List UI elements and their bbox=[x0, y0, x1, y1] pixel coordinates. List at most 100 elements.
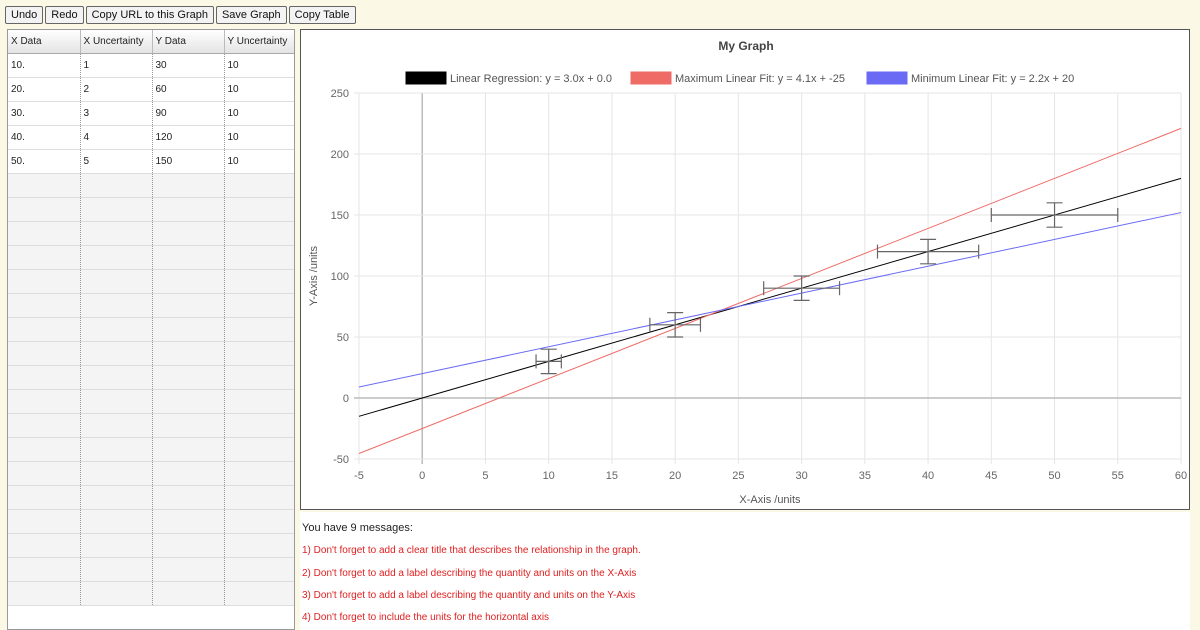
cell-x-data[interactable] bbox=[8, 341, 81, 366]
cell-x-data[interactable] bbox=[8, 389, 81, 414]
cell-x-uncertainty[interactable] bbox=[80, 173, 153, 198]
cell-x-uncertainty[interactable] bbox=[80, 317, 153, 342]
cell-x-data[interactable]: 20. bbox=[8, 77, 81, 102]
header-x-uncertainty[interactable]: X Uncertainty bbox=[80, 30, 153, 54]
cell-x-uncertainty[interactable] bbox=[80, 269, 153, 294]
cell-y-uncertainty[interactable] bbox=[224, 461, 294, 486]
cell-x-data[interactable] bbox=[8, 245, 81, 270]
cell-y-uncertainty[interactable]: 10 bbox=[224, 149, 294, 174]
cell-y-data[interactable] bbox=[152, 461, 225, 486]
cell-x-uncertainty[interactable]: 3 bbox=[80, 101, 153, 126]
cell-y-uncertainty[interactable] bbox=[224, 365, 294, 390]
cell-x-uncertainty[interactable] bbox=[80, 509, 153, 534]
cell-x-uncertainty[interactable] bbox=[80, 341, 153, 366]
cell-y-uncertainty[interactable] bbox=[224, 389, 294, 414]
save-graph-button[interactable]: Save Graph bbox=[215, 6, 287, 24]
cell-x-data[interactable] bbox=[8, 509, 81, 534]
cell-x-data[interactable] bbox=[8, 413, 81, 438]
cell-y-uncertainty[interactable] bbox=[224, 173, 294, 198]
cell-x-uncertainty[interactable] bbox=[80, 413, 153, 438]
undo-button[interactable]: Undo bbox=[5, 6, 44, 24]
cell-y-uncertainty[interactable] bbox=[224, 413, 294, 438]
header-y-uncertainty[interactable]: Y Uncertainty bbox=[224, 30, 294, 54]
cell-y-data[interactable] bbox=[152, 413, 225, 438]
cell-x-data[interactable] bbox=[8, 461, 81, 486]
cell-x-data[interactable] bbox=[8, 533, 81, 558]
cell-y-data[interactable] bbox=[152, 533, 225, 558]
cell-x-uncertainty[interactable] bbox=[80, 245, 153, 270]
header-x-data[interactable]: X Data bbox=[8, 30, 81, 54]
cell-y-data[interactable] bbox=[152, 581, 225, 606]
cell-y-uncertainty[interactable] bbox=[224, 293, 294, 318]
cell-y-uncertainty[interactable] bbox=[224, 557, 294, 582]
cell-x-uncertainty[interactable] bbox=[80, 437, 153, 462]
cell-x-uncertainty[interactable]: 2 bbox=[80, 77, 153, 102]
cell-y-data[interactable] bbox=[152, 197, 225, 222]
cell-x-data[interactable] bbox=[8, 557, 81, 582]
copy-table-button[interactable]: Copy Table bbox=[288, 6, 356, 24]
cell-y-data[interactable]: 120 bbox=[152, 125, 225, 150]
cell-x-data[interactable] bbox=[8, 221, 81, 246]
cell-x-data[interactable] bbox=[8, 365, 81, 390]
cell-x-uncertainty[interactable] bbox=[80, 221, 153, 246]
cell-y-uncertainty[interactable]: 10 bbox=[224, 77, 294, 102]
cell-y-data[interactable]: 150 bbox=[152, 149, 225, 174]
cell-y-uncertainty[interactable] bbox=[224, 269, 294, 294]
cell-y-uncertainty[interactable] bbox=[224, 581, 294, 606]
cell-x-data[interactable] bbox=[8, 437, 81, 462]
cell-x-uncertainty[interactable] bbox=[80, 389, 153, 414]
cell-x-uncertainty[interactable] bbox=[80, 293, 153, 318]
cell-x-data[interactable] bbox=[8, 197, 81, 222]
cell-y-data[interactable] bbox=[152, 245, 225, 270]
cell-y-uncertainty[interactable] bbox=[224, 221, 294, 246]
cell-y-data[interactable]: 60 bbox=[152, 77, 225, 102]
cell-y-data[interactable] bbox=[152, 437, 225, 462]
cell-x-uncertainty[interactable] bbox=[80, 485, 153, 510]
cell-x-data[interactable] bbox=[8, 269, 81, 294]
cell-y-uncertainty[interactable]: 10 bbox=[224, 101, 294, 126]
cell-x-uncertainty[interactable] bbox=[80, 197, 153, 222]
cell-y-uncertainty[interactable] bbox=[224, 317, 294, 342]
cell-y-data[interactable]: 30 bbox=[152, 53, 225, 78]
cell-y-data[interactable] bbox=[152, 293, 225, 318]
cell-x-uncertainty[interactable]: 5 bbox=[80, 149, 153, 174]
cell-y-data[interactable] bbox=[152, 341, 225, 366]
cell-x-uncertainty[interactable] bbox=[80, 557, 153, 582]
cell-y-uncertainty[interactable] bbox=[224, 485, 294, 510]
cell-x-uncertainty[interactable] bbox=[80, 533, 153, 558]
cell-y-uncertainty[interactable] bbox=[224, 437, 294, 462]
cell-x-data[interactable] bbox=[8, 173, 81, 198]
cell-y-uncertainty[interactable] bbox=[224, 245, 294, 270]
cell-x-uncertainty[interactable]: 1 bbox=[80, 53, 153, 78]
cell-y-data[interactable] bbox=[152, 317, 225, 342]
cell-y-uncertainty[interactable] bbox=[224, 341, 294, 366]
cell-y-data[interactable] bbox=[152, 389, 225, 414]
cell-x-data[interactable]: 30. bbox=[8, 101, 81, 126]
cell-x-data[interactable] bbox=[8, 581, 81, 606]
cell-y-data[interactable] bbox=[152, 269, 225, 294]
cell-x-data[interactable]: 10. bbox=[8, 53, 81, 78]
cell-y-data[interactable] bbox=[152, 557, 225, 582]
cell-x-data[interactable] bbox=[8, 317, 81, 342]
cell-x-uncertainty[interactable] bbox=[80, 461, 153, 486]
cell-x-uncertainty[interactable]: 4 bbox=[80, 125, 153, 150]
header-y-data[interactable]: Y Data bbox=[152, 30, 225, 54]
cell-x-data[interactable] bbox=[8, 485, 81, 510]
cell-y-uncertainty[interactable] bbox=[224, 197, 294, 222]
cell-x-uncertainty[interactable] bbox=[80, 365, 153, 390]
redo-button[interactable]: Redo bbox=[45, 6, 84, 24]
cell-y-data[interactable] bbox=[152, 173, 225, 198]
cell-y-uncertainty[interactable]: 10 bbox=[224, 125, 294, 150]
cell-x-data[interactable]: 50. bbox=[8, 149, 81, 174]
cell-x-data[interactable] bbox=[8, 293, 81, 318]
cell-y-uncertainty[interactable] bbox=[224, 533, 294, 558]
cell-y-data[interactable] bbox=[152, 221, 225, 246]
cell-y-uncertainty[interactable]: 10 bbox=[224, 53, 294, 78]
cell-x-data[interactable]: 40. bbox=[8, 125, 81, 150]
cell-y-data[interactable] bbox=[152, 509, 225, 534]
cell-y-data[interactable] bbox=[152, 365, 225, 390]
cell-y-data[interactable]: 90 bbox=[152, 101, 225, 126]
cell-y-data[interactable] bbox=[152, 485, 225, 510]
cell-x-uncertainty[interactable] bbox=[80, 581, 153, 606]
copy-url-button[interactable]: Copy URL to this Graph bbox=[85, 6, 214, 24]
